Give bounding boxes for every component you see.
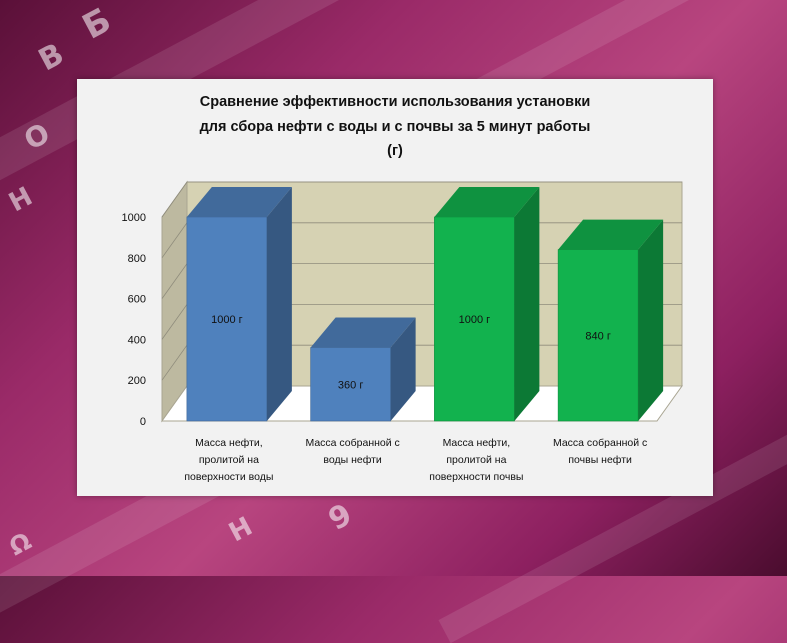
bar-side [390, 317, 416, 421]
bar [557, 249, 639, 422]
bar-data-label: 1000 г [459, 314, 491, 326]
x-category-label: пролитой на [199, 454, 259, 466]
x-category-label: пролитой на [446, 454, 506, 466]
x-category-label: Масса собранной с [553, 437, 647, 449]
bar-data-label: 360 г [338, 379, 363, 391]
bar [434, 216, 515, 422]
x-category-label: почвы нефти [568, 454, 632, 466]
bar-top [558, 219, 664, 250]
chart-title-line-1: Сравнение эффективности использования ус… [200, 94, 591, 110]
x-category-label: поверхности воды [184, 471, 273, 483]
bar-data-label: 840 г [585, 330, 610, 342]
x-category-label: Масса нефти, [195, 437, 263, 449]
x-category-label: Масса собранной с [305, 437, 399, 449]
bar-top [186, 187, 292, 217]
x-category-label: Масса нефти, [443, 437, 511, 449]
chart-side-wall [161, 180, 188, 423]
y-tick-label: 200 [128, 375, 146, 387]
y-tick-label: 600 [128, 294, 146, 306]
y-tick-label: 0 [140, 416, 146, 428]
bar-top [310, 317, 416, 348]
bar-top [434, 187, 540, 217]
bar-side [638, 219, 664, 421]
y-tick-label: 1000 [122, 212, 146, 224]
y-tick-label: 800 [128, 253, 146, 265]
chart-title-line-2: для сбора нефти с воды и с почвы за 5 ми… [200, 119, 591, 135]
bar-chart: Сравнение эффективности использования ус… [122, 94, 683, 483]
x-category-label: поверхности почвы [429, 471, 523, 483]
bar [310, 347, 391, 422]
chart-title-line-3: (г) [387, 143, 403, 159]
y-tick-label: 400 [128, 334, 146, 346]
bar-data-label: 1000 г [211, 314, 243, 326]
bar-side [266, 187, 292, 421]
x-category-label: воды нефти [323, 454, 382, 466]
chart-panel: Сравнение эффективности использования ус… [77, 79, 713, 496]
gridline [161, 181, 682, 218]
bar-side [514, 187, 540, 421]
